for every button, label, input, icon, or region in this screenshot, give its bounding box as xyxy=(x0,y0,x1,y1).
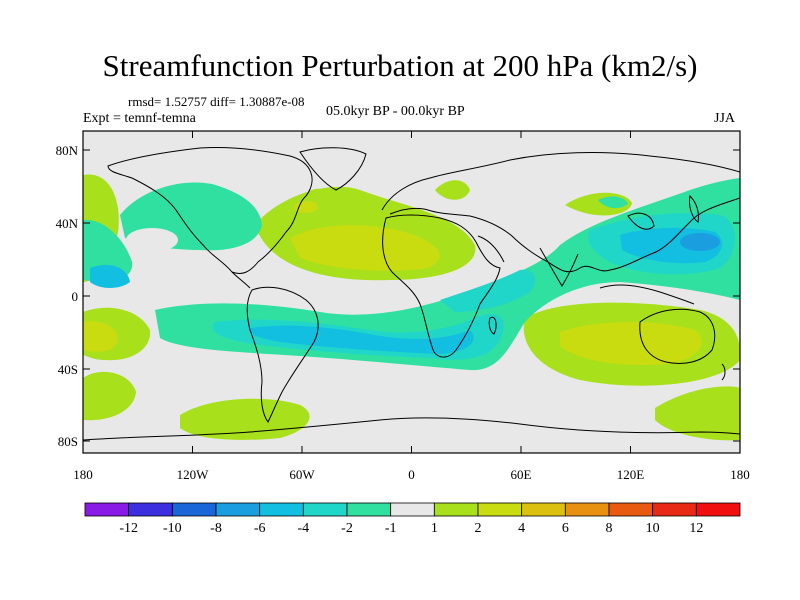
colorbar-swatch xyxy=(652,502,697,517)
lat-tick-label: 0 xyxy=(72,289,79,304)
colorbar-label: 12 xyxy=(689,521,703,536)
rmsd-stats: rmsd= 1.52757 diff= 1.30887e-08 xyxy=(128,94,305,109)
lat-tick-label: 80N xyxy=(56,143,79,158)
map-background xyxy=(83,131,740,453)
colorbar-swatch xyxy=(128,502,173,517)
colorbar-label: 8 xyxy=(606,521,613,536)
colorbar-label: 10 xyxy=(646,521,660,536)
colorbar-swatch xyxy=(521,502,566,517)
lon-tick-label: 60E xyxy=(511,467,532,482)
lat-tick-label: 40N xyxy=(56,216,79,231)
colorbar-swatch xyxy=(477,502,523,517)
colorbar-label: -6 xyxy=(254,521,266,536)
colorbar-label: -1 xyxy=(385,521,397,536)
colorbar-label: -8 xyxy=(210,521,222,536)
lat-tick-label: 80S xyxy=(58,434,78,449)
period-label: 05.0kyr BP - 00.0kyr BP xyxy=(326,104,465,119)
plot-title: Streamfunction Perturbation at 200 hPa (… xyxy=(102,48,698,83)
season-label: JJA xyxy=(714,111,736,126)
colorbar-label: -12 xyxy=(119,521,138,536)
lon-tick-label: 0 xyxy=(408,467,415,482)
lat-tick-label: 40S xyxy=(58,362,78,377)
lon-tick-label: 180 xyxy=(73,467,93,482)
colorbar-swatch xyxy=(259,502,304,517)
colorbar-label: 6 xyxy=(562,521,569,536)
colorbar-label: -2 xyxy=(341,521,353,536)
latitude-axis: 80N 40N 0 40S 80S xyxy=(56,143,740,449)
colorbar: -12 -10 -8 -6 -4 -2 -1 1 2 4 6 8 10 12 xyxy=(84,502,741,536)
colorbar-label: -4 xyxy=(297,521,309,536)
colorbar-swatch xyxy=(564,502,610,517)
colorbar-swatch xyxy=(346,502,392,517)
colorbar-swatch xyxy=(215,502,261,517)
colorbar-label: 4 xyxy=(518,521,525,536)
colorbar-swatch xyxy=(390,502,435,517)
colorbar-swatch xyxy=(433,502,479,517)
colorbar-swatch xyxy=(608,502,654,517)
lon-tick-label: 120W xyxy=(177,467,210,482)
lon-tick-label: 60W xyxy=(289,467,315,482)
lon-tick-label: 120E xyxy=(617,467,645,482)
colorbar-swatch xyxy=(302,502,348,517)
colorbar-swatch xyxy=(84,502,130,517)
colorbar-swatch xyxy=(171,502,217,517)
experiment-label: Expt = temnf-temna xyxy=(83,111,196,126)
lon-tick-label: 180 xyxy=(730,467,750,482)
coastlines xyxy=(83,146,740,441)
colorbar-swatch xyxy=(695,502,741,517)
colorbar-label: 1 xyxy=(431,521,438,536)
colorbar-label: -10 xyxy=(163,521,182,536)
longitude-axis: 180 120W 60W 0 60E 120E 180 xyxy=(73,131,750,482)
colorbar-label: 2 xyxy=(475,521,482,536)
